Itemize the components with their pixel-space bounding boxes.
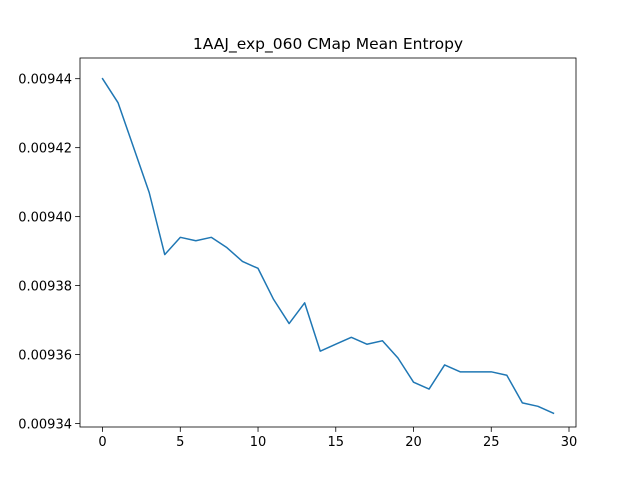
- axes-frame: [79, 57, 577, 428]
- y-tick-label: 0.00934: [18, 417, 72, 432]
- y-tick-label: 0.00938: [18, 279, 72, 294]
- x-tick-label: 15: [328, 435, 345, 450]
- y-tick-label: 0.00942: [18, 141, 72, 156]
- y-tick-label: 0.00944: [18, 72, 72, 87]
- x-tick-label: 5: [176, 435, 184, 450]
- y-tick-label: 0.00940: [18, 210, 72, 225]
- x-tick-label: 25: [483, 435, 500, 450]
- chart-title: 1AAJ_exp_060 CMap Mean Entropy: [193, 35, 463, 54]
- x-tick-label: 20: [405, 435, 422, 450]
- x-tick-label: 30: [561, 435, 578, 450]
- x-tick-label: 10: [250, 435, 267, 450]
- series-line-0: [101, 77, 555, 415]
- axes: 0 5 10 15 20 25 30 0.00934 0.00936 0.00938 0.00940…: [18, 57, 578, 450]
- plot-area: [101, 77, 555, 415]
- x-tick-label: 0: [98, 435, 106, 450]
- y-tick-label: 0.00936: [18, 348, 72, 363]
